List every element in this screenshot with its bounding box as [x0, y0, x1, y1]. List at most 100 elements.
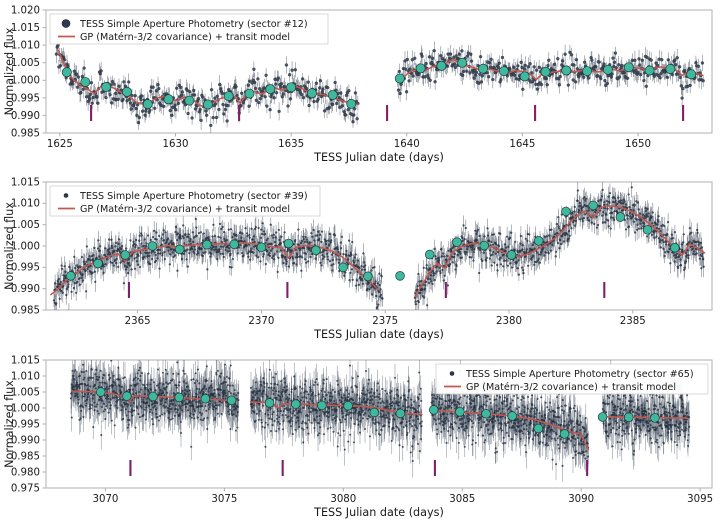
binned-point: [363, 271, 373, 282]
y-tick-label: 0.985: [11, 451, 40, 462]
binned-point: [311, 245, 321, 256]
axes-layer: 0.985 0.990 0.995 1.000 1.005 1.010 1.015 1.020…: [3, 5, 651, 164]
binned-point: [395, 271, 405, 281]
binned-point: [582, 66, 593, 77]
y-tick-label: 0.990: [11, 284, 40, 295]
x-axis-label: TESS Julian date (days): [313, 506, 444, 519]
binned-point: [642, 225, 653, 235]
binned-point: [142, 99, 153, 110]
y-tick-label: 1.015: [11, 23, 40, 34]
x-tick-label: 1635: [278, 139, 304, 150]
legend: TESS Simple Aperture Photometry (sector …: [435, 363, 709, 395]
y-tick-label: 1.010: [11, 199, 40, 210]
binned-point: [174, 244, 185, 255]
binned-point: [147, 241, 158, 251]
binned-point: [479, 240, 489, 251]
binned-point: [265, 84, 276, 95]
binned-point: [122, 391, 132, 401]
y-tick-label: 0.995: [11, 93, 40, 104]
y-tick-label: 1.010: [11, 371, 40, 382]
binned-point: [369, 407, 379, 418]
x-tick-label: 2385: [620, 316, 646, 327]
y-tick-label: 1.020: [11, 5, 40, 16]
x-tick-label: 2370: [248, 316, 274, 327]
binned-point: [226, 395, 237, 406]
y-tick-label: 0.975: [11, 483, 40, 494]
binned-point: [457, 57, 468, 68]
legend: TESS Simple Aperture Photometry (sector …: [49, 185, 321, 217]
binned-point: [561, 206, 571, 217]
legend-label-sap: TESS Simple Aperture Photometry (sector …: [79, 19, 308, 30]
x-tick-label: 3080: [330, 494, 356, 505]
binned-point: [184, 95, 195, 106]
binned-point: [561, 65, 572, 76]
legend-label-sap: TESS Simple Aperture Photometry (sector …: [465, 369, 694, 380]
binned-point: [256, 242, 267, 253]
y-tick-label: 1.005: [11, 58, 40, 69]
legend-label-sap: TESS Simple Aperture Photometry (sector …: [79, 191, 308, 202]
binned-point: [395, 408, 406, 419]
binned-point: [559, 429, 570, 439]
binned-point: [665, 64, 676, 74]
binned-point: [519, 71, 530, 82]
binned-point: [436, 60, 447, 71]
binned-point: [327, 90, 338, 101]
transit-time-markers: [90, 105, 685, 121]
binned-point: [202, 99, 213, 110]
binned-point: [394, 73, 405, 84]
y-tick-label: 1.015: [11, 355, 40, 366]
panel-sector-65: 0.975 0.980 0.985 0.990 0.995 1.000 1.005 1.010…: [0, 348, 720, 530]
binned-point: [61, 67, 72, 78]
legend-marker-sap-icon: [61, 19, 71, 28]
binned-point: [615, 212, 626, 222]
binned-point: [533, 423, 544, 434]
y-tick-label: 0.985: [11, 305, 40, 316]
binned-point: [95, 387, 106, 397]
transit-time-markers: [129, 460, 589, 476]
sap-flux-points: [69, 360, 691, 482]
data-layer: [50, 182, 706, 310]
binned-point: [338, 262, 348, 273]
binned-flux-points: [61, 57, 697, 110]
binned-point: [343, 401, 353, 411]
binned-point: [202, 239, 212, 250]
binned-point: [506, 250, 517, 260]
y-tick-label: 1.015: [11, 177, 40, 188]
binned-flux-points: [66, 200, 680, 282]
binned-point: [498, 66, 509, 77]
binned-point: [244, 88, 255, 99]
binned-point: [163, 94, 174, 105]
y-tick-label: 1.000: [11, 403, 40, 414]
y-tick-label: 1.010: [11, 41, 40, 52]
y-tick-label: 1.005: [11, 220, 40, 231]
binned-point: [306, 88, 317, 99]
binned-point: [317, 400, 327, 411]
x-tick-label: 3090: [568, 494, 594, 505]
binned-point: [507, 411, 517, 421]
x-tick-label: 3095: [687, 494, 713, 505]
legend-marker-sap-icon: [63, 193, 69, 198]
legend: TESS Simple Aperture Photometry (sector …: [49, 13, 329, 45]
binned-point: [291, 399, 301, 409]
binned-point: [533, 236, 544, 246]
binned-point: [174, 392, 184, 403]
binned-point: [66, 271, 76, 281]
binned-point: [283, 238, 294, 249]
x-tick-label: 1640: [394, 139, 420, 150]
axes-layer: 0.985 0.990 0.995 1.000 1.005 1.010 1.015 2365 2…: [3, 177, 646, 341]
y-axis-label: Normalized flux: [3, 27, 16, 115]
panel-plot-sector-39: 0.985 0.990 0.995 1.000 1.005 1.010 1.015 2365 2…: [3, 177, 713, 341]
x-tick-label: 1645: [509, 139, 535, 150]
y-tick-label: 0.995: [11, 419, 40, 430]
binned-point: [597, 412, 608, 422]
y-tick-label: 1.000: [11, 241, 40, 252]
binned-point: [93, 258, 103, 269]
y-tick-label: 0.980: [11, 467, 40, 478]
binned-point: [286, 82, 297, 93]
binned-point: [425, 249, 435, 260]
binned-point: [455, 407, 465, 417]
binned-point: [540, 66, 551, 77]
binned-point: [428, 405, 439, 415]
y-tick-label: 0.990: [11, 435, 40, 446]
